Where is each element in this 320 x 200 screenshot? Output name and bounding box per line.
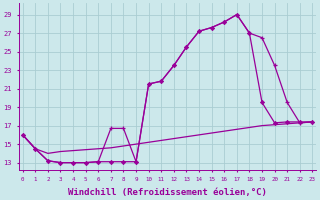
X-axis label: Windchill (Refroidissement éolien,°C): Windchill (Refroidissement éolien,°C) xyxy=(68,188,267,197)
